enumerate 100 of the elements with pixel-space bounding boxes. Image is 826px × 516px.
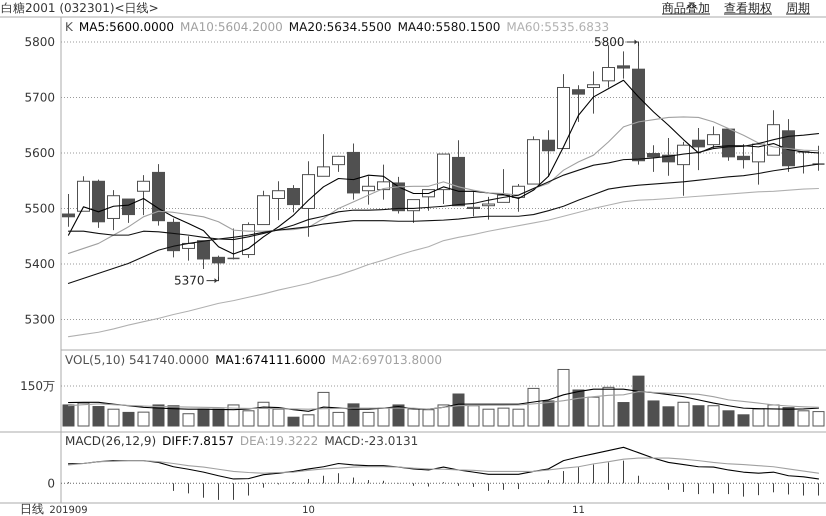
bar xyxy=(138,412,150,426)
bar xyxy=(258,402,270,426)
x-axis-title: 日线 xyxy=(20,502,44,516)
candlestick xyxy=(692,128,705,171)
text: 周期 xyxy=(786,1,810,15)
candlestick xyxy=(752,143,765,186)
text: MA60:5535.6833 xyxy=(506,20,610,34)
candlestick xyxy=(572,84,585,122)
chart-title: MACD(26,12,9) xyxy=(65,434,156,448)
candlestick xyxy=(122,198,135,224)
candlestick xyxy=(812,145,826,172)
bar xyxy=(498,408,510,426)
candlestick xyxy=(332,155,345,172)
candlestick xyxy=(362,176,375,206)
bar xyxy=(662,406,674,426)
chart-title: 白糖2001 (032301)<日线> xyxy=(1,1,159,15)
y-tick-label: 150万 xyxy=(20,379,55,393)
candlestick xyxy=(677,141,690,196)
candlestick xyxy=(542,130,555,178)
y-tick-label: 5400 xyxy=(24,256,55,271)
line-series xyxy=(68,80,820,255)
candlestick xyxy=(467,190,480,217)
text: MA20:5634.5500 xyxy=(288,20,392,34)
bar xyxy=(558,368,570,426)
candlestick xyxy=(287,184,300,213)
text: MA5:5600.0000 xyxy=(78,20,174,34)
bar xyxy=(482,408,494,426)
candlestick xyxy=(482,196,495,220)
candlestick xyxy=(602,44,615,88)
line-series xyxy=(68,188,820,338)
y-tick-label: 5300 xyxy=(24,312,55,326)
bar xyxy=(782,407,794,426)
candlestick xyxy=(796,151,810,174)
bar xyxy=(272,408,284,426)
bar xyxy=(798,410,810,426)
text: MACD:-23.0131 xyxy=(324,434,418,448)
bar xyxy=(618,402,630,426)
text: VOL(5,10) 541740.0000 xyxy=(65,353,210,367)
bar xyxy=(182,413,194,426)
bar xyxy=(198,408,210,426)
bar xyxy=(722,410,734,426)
candlestick xyxy=(707,126,720,150)
bar xyxy=(318,392,330,426)
y-tick-label: 5800 xyxy=(24,34,55,49)
candlestick xyxy=(107,190,120,231)
bar xyxy=(108,408,120,426)
bar xyxy=(452,394,464,426)
bar xyxy=(572,390,584,426)
y-tick-label: 5500 xyxy=(24,201,55,216)
bar xyxy=(678,402,690,426)
candlestick xyxy=(272,180,285,221)
bar xyxy=(512,408,524,426)
bar xyxy=(692,405,704,426)
text: MA10:5604.2000 xyxy=(180,20,283,34)
bar xyxy=(168,405,180,426)
bar xyxy=(78,402,90,426)
bar xyxy=(242,410,254,426)
bar xyxy=(632,376,644,426)
annotation: 5370 xyxy=(174,274,204,288)
bar xyxy=(92,406,104,426)
text: MA1:674111.6000 xyxy=(215,353,326,367)
text: MA40:5580.1500 xyxy=(398,20,500,34)
bar xyxy=(62,404,74,426)
series-label: DEA:19.3222 xyxy=(240,434,318,448)
x-tick-label: 201909 xyxy=(49,505,88,516)
bar xyxy=(468,405,480,426)
bar xyxy=(438,404,450,426)
x-tick-label: 10 xyxy=(302,505,315,516)
bar xyxy=(378,408,390,426)
bar xyxy=(348,403,360,426)
annotation: 5800 xyxy=(594,34,624,49)
y-tick-label: 5700 xyxy=(24,90,55,104)
text: K xyxy=(65,20,74,34)
bar xyxy=(422,409,434,426)
text: 0 xyxy=(47,476,55,490)
candlestick xyxy=(617,50,630,80)
candlestick xyxy=(737,144,750,170)
candlestick xyxy=(407,199,420,224)
bar xyxy=(738,414,750,426)
bar xyxy=(542,400,554,426)
bar xyxy=(302,414,314,426)
candlestick xyxy=(587,70,600,114)
text: MA2:697013.8000 xyxy=(332,353,442,367)
candlestick xyxy=(317,134,330,177)
bar xyxy=(212,408,224,426)
bar xyxy=(768,404,780,426)
x-tick-label: 11 xyxy=(572,505,585,516)
candlestick xyxy=(137,174,150,216)
bar xyxy=(332,412,344,426)
y-tick-label: 5600 xyxy=(24,146,55,160)
candlestick xyxy=(197,240,210,270)
bar xyxy=(122,412,134,426)
text: 商品叠加 xyxy=(662,1,710,15)
bar xyxy=(288,416,300,426)
candlestick xyxy=(226,228,240,260)
bar xyxy=(408,408,420,426)
bar xyxy=(528,388,540,426)
series-label: DIFF:7.8157 xyxy=(162,434,234,448)
bar xyxy=(812,411,824,426)
bar xyxy=(602,386,614,426)
